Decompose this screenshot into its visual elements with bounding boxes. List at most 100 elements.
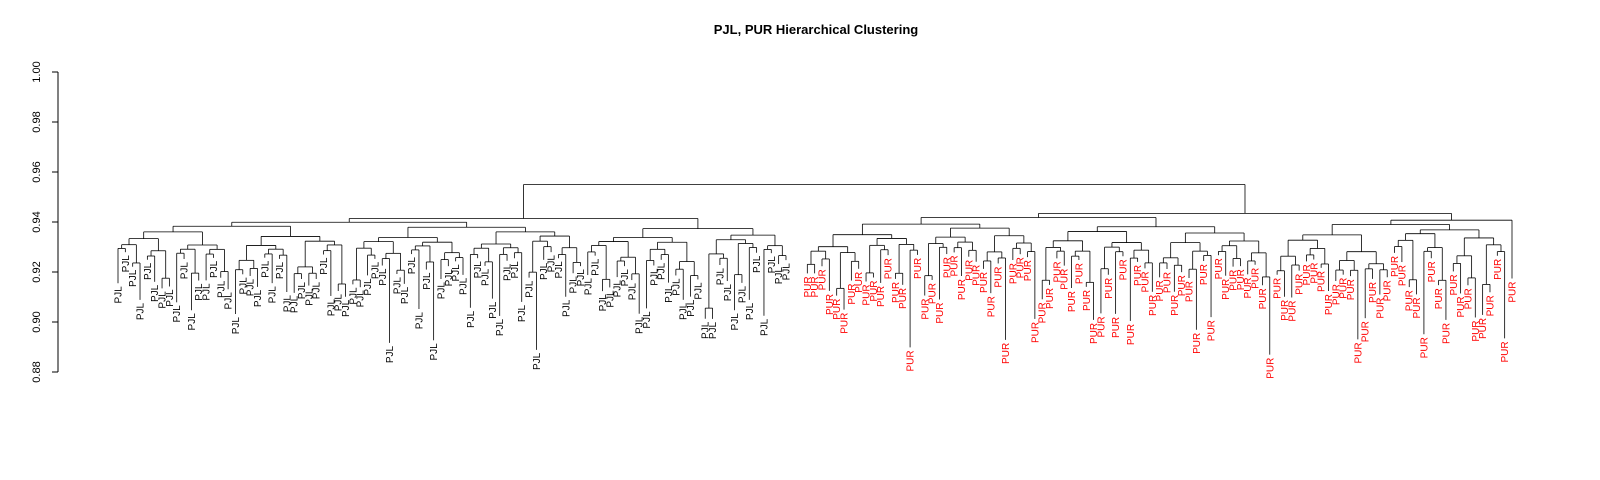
- leaf-label: PUR: [1265, 358, 1276, 379]
- leaf-label: PUR: [994, 266, 1005, 287]
- leaf-label: PJL: [231, 317, 242, 335]
- leaf-label: PUR: [1280, 300, 1291, 321]
- leaf-label: PUR: [1185, 281, 1196, 302]
- leaf-label: PJL: [400, 286, 411, 304]
- leaf-label: PUR: [1463, 288, 1474, 309]
- leaf-label: PUR: [1008, 263, 1019, 284]
- leaf-labels: PJLPJLPJLPJLPJLPJLPJLPJLPJLPJLPJLPJLPJLP…: [114, 255, 1519, 379]
- leaf-label: PJL: [348, 287, 359, 305]
- y-axis: 0.88 0.90 0.92 0.94 0.96 0.98 1.00: [31, 61, 59, 383]
- leaf-label: PJL: [246, 279, 257, 297]
- leaf-label: PUR: [986, 296, 997, 317]
- leaf-label: PJL: [370, 261, 381, 279]
- leaf-label: PUR: [1104, 278, 1115, 299]
- leaf-label: PUR: [869, 280, 880, 301]
- leaf-label: PJL: [781, 263, 792, 281]
- leaf-label: PUR: [1485, 295, 1496, 316]
- leaf-label: PUR: [1023, 260, 1034, 281]
- leaf-label: PUR: [1295, 274, 1306, 295]
- leaf-label: PJL: [627, 283, 638, 301]
- leaf-label: PJL: [121, 255, 132, 273]
- leaf-label: PUR: [898, 288, 909, 309]
- leaf-label: PJL: [304, 288, 315, 306]
- leaf-label: PJL: [180, 262, 191, 280]
- leaf-label: PUR: [1434, 288, 1445, 309]
- leaf-label: PJL: [591, 258, 602, 276]
- y-tick-label: 0.92: [31, 261, 43, 282]
- leaf-label: PUR: [1060, 269, 1071, 290]
- leaf-label: PJL: [767, 256, 778, 274]
- leaf-label: PUR: [1346, 279, 1357, 300]
- leaf-label: PUR: [1427, 261, 1438, 282]
- leaf-label: PUR: [1471, 320, 1482, 341]
- leaf-label: PJL: [774, 267, 785, 285]
- leaf-label: PJL: [701, 321, 712, 339]
- leaf-label: PJL: [422, 272, 433, 290]
- leaf-label: PJL: [356, 290, 367, 308]
- leaf-label: PUR: [1273, 278, 1284, 299]
- leaf-label: PJL: [525, 280, 536, 298]
- leaf-label: PJL: [136, 302, 147, 320]
- leaf-label: PUR: [1368, 282, 1379, 303]
- leaf-label: PUR: [1309, 263, 1320, 284]
- leaf-label: PJL: [547, 255, 558, 273]
- leaf-label: PUR: [1214, 258, 1225, 279]
- leaf-label: PUR: [1148, 295, 1159, 316]
- leaf-label: PUR: [1405, 290, 1416, 311]
- leaf-label: PJL: [238, 277, 249, 295]
- leaf-label: PUR: [920, 299, 931, 320]
- leaf-label: PUR: [1375, 298, 1386, 319]
- leaf-label: PJL: [510, 261, 521, 279]
- leaf-label: PJL: [635, 316, 646, 334]
- leaf-label: PUR: [1089, 323, 1100, 344]
- leaf-label: PJL: [554, 261, 565, 279]
- leaf-label: PJL: [260, 260, 271, 278]
- leaf-label: PUR: [1082, 290, 1093, 311]
- leaf-label: PJL: [481, 268, 492, 286]
- leaf-label: PUR: [1317, 271, 1328, 292]
- leaf-label: PUR: [928, 283, 939, 304]
- leaf-label: PUR: [1038, 302, 1049, 323]
- leaf-label: PJL: [495, 318, 506, 336]
- leaf-label: PJL: [429, 343, 440, 361]
- leaf-label: PUR: [964, 260, 975, 281]
- leaf-label: PUR: [1441, 323, 1452, 344]
- leaf-label: PUR: [1170, 295, 1181, 316]
- leaf-label: PJL: [715, 268, 726, 286]
- leaf-label: PJL: [275, 261, 286, 279]
- leaf-label: PJL: [759, 318, 770, 336]
- leaf-label: PUR: [1229, 270, 1240, 291]
- leaf-label: PUR: [1419, 337, 1430, 358]
- leaf-label: PUR: [1118, 259, 1129, 280]
- leaf-label: PUR: [972, 265, 983, 286]
- leaf-label: PJL: [290, 295, 301, 313]
- leaf-label: PUR: [935, 303, 946, 324]
- y-tick-label: 0.88: [31, 361, 43, 382]
- leaf-label: PUR: [1111, 317, 1122, 338]
- leaf-label: PJL: [172, 305, 183, 323]
- leaf-label: PUR: [1397, 265, 1408, 286]
- leaf-label: PUR: [1133, 265, 1144, 286]
- leaf-label: PUR: [884, 258, 895, 279]
- leaf-label: PJL: [517, 304, 528, 322]
- leaf-label: PJL: [539, 262, 550, 280]
- leaf-label: PJL: [503, 263, 514, 281]
- leaf-label: PUR: [1199, 264, 1210, 285]
- leaf-label: PUR: [1258, 288, 1269, 309]
- leaf-label: PJL: [158, 291, 169, 309]
- leaf-label: PJL: [268, 286, 279, 304]
- leaf-label: PUR: [979, 272, 990, 293]
- leaf-label: PJL: [693, 282, 704, 300]
- leaf-label: PUR: [1126, 324, 1137, 345]
- leaf-label: PJL: [414, 312, 425, 330]
- leaf-label: PUR: [1074, 263, 1085, 284]
- leaf-label: PUR: [862, 284, 873, 305]
- leaf-label: PUR: [1456, 296, 1467, 317]
- leaf-label: PJL: [282, 295, 293, 313]
- leaf-label: PUR: [1339, 278, 1350, 299]
- leaf-label: PUR: [942, 257, 953, 278]
- leaf-label: PUR: [825, 294, 836, 315]
- leaf-label: PJL: [216, 280, 227, 298]
- leaf-label: PJL: [613, 280, 624, 298]
- leaf-label: PJL: [620, 269, 631, 287]
